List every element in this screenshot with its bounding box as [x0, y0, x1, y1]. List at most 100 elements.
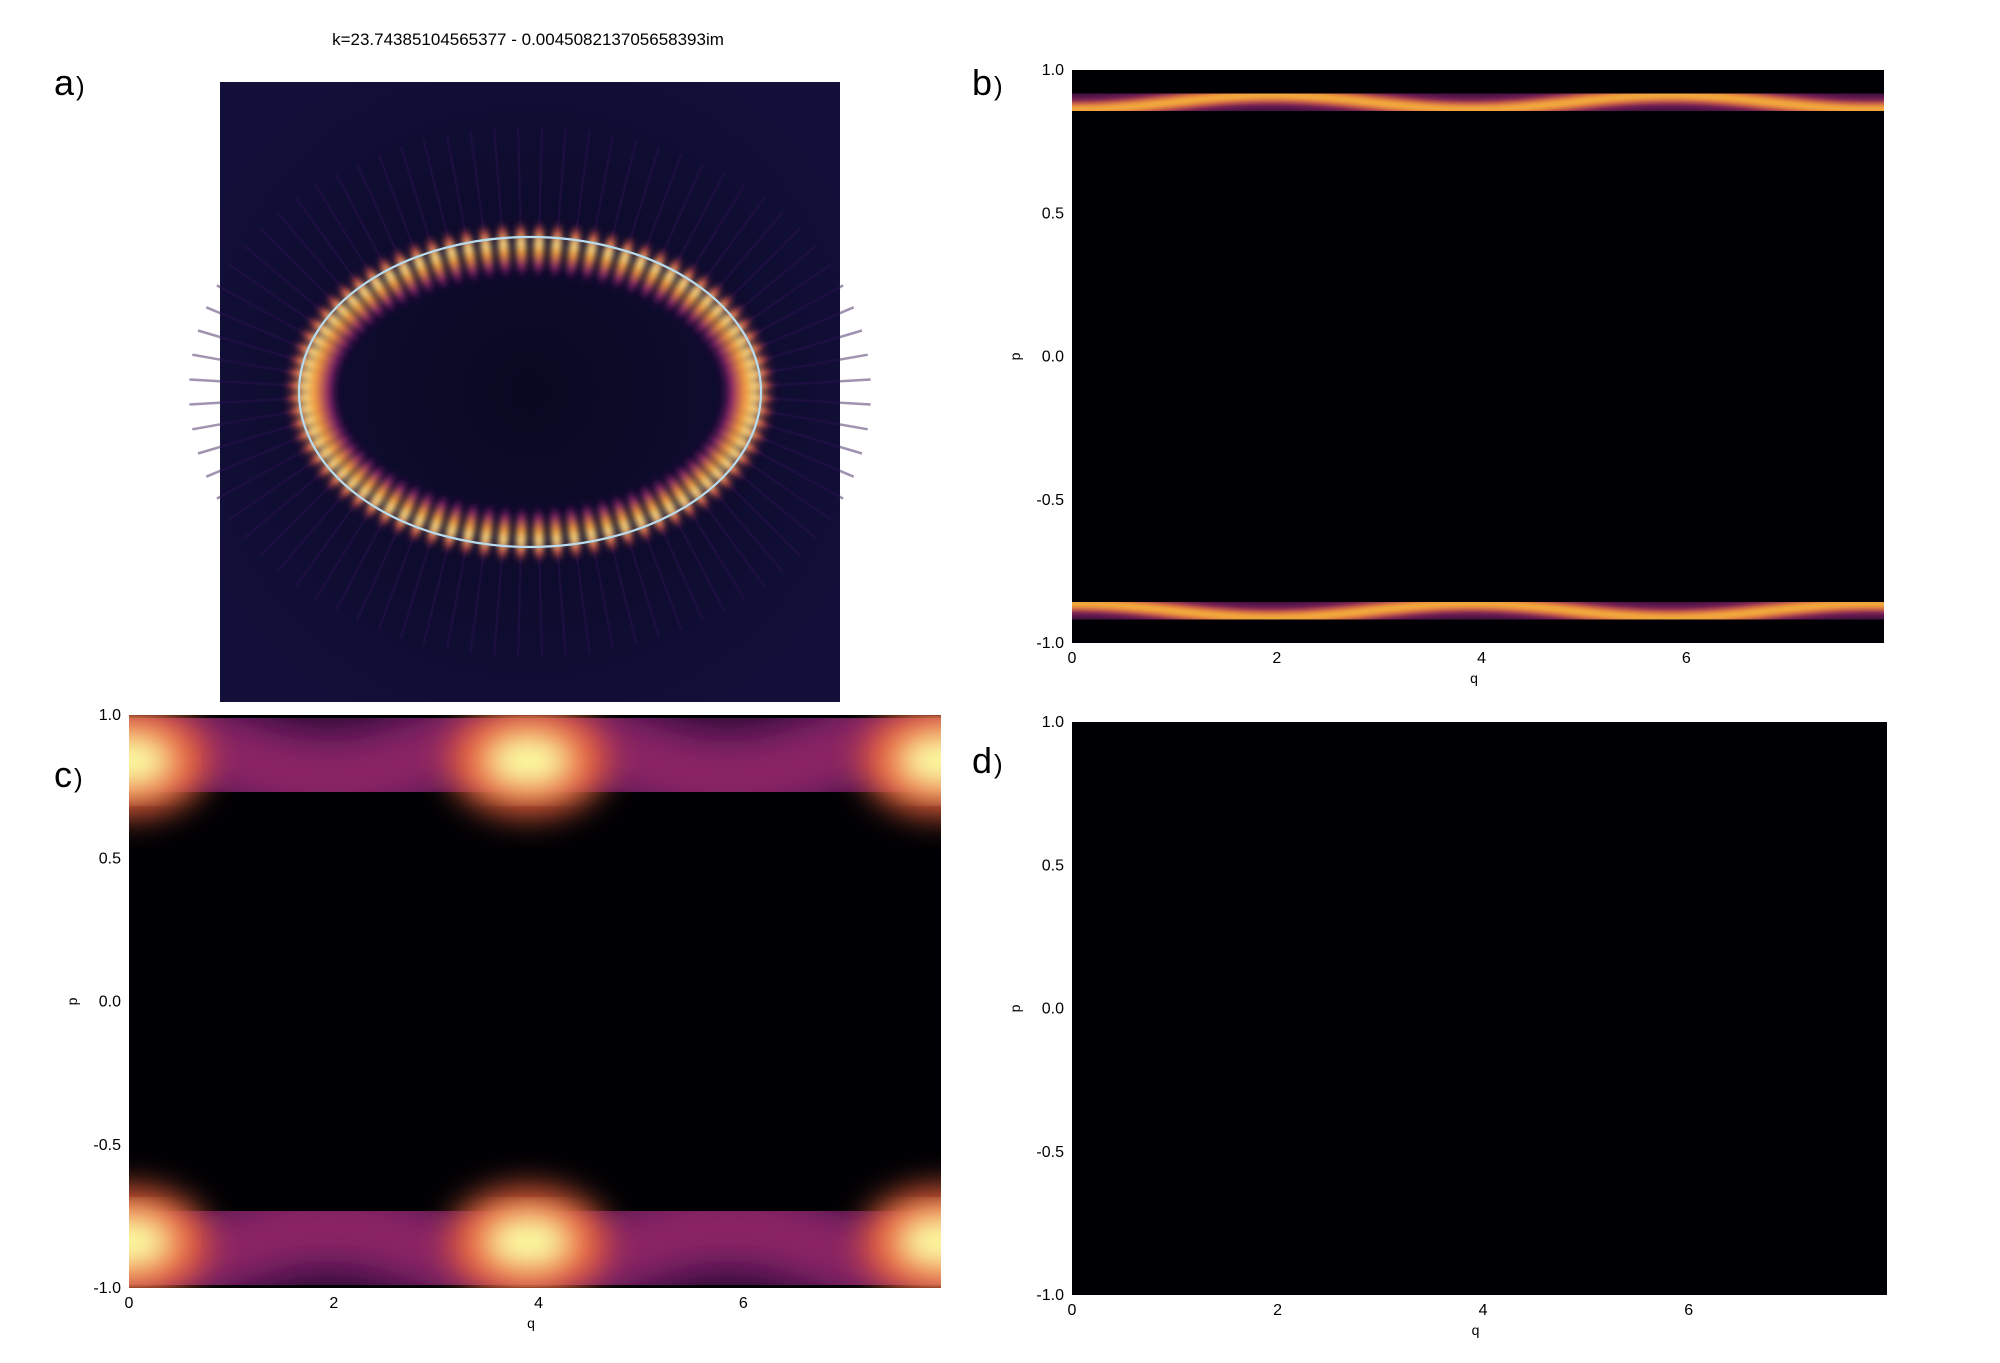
- panel-a-ray: [399, 145, 435, 252]
- panel-a-lobe: [683, 282, 724, 329]
- panel-a-lobe: [480, 502, 494, 562]
- panel-a-ray: [756, 421, 863, 455]
- y-tick-label: 0.5: [99, 850, 121, 867]
- panel-a-ray: [422, 139, 452, 247]
- panel-a-lobe: [324, 448, 369, 492]
- panel-a-ray: [294, 496, 362, 587]
- y-tick-label: -1.0: [93, 1280, 121, 1297]
- panel-a-lobe: [461, 225, 478, 285]
- panel-a-lobe: [582, 225, 599, 285]
- panel-a-lobe: [640, 482, 667, 538]
- panel-a-ray: [355, 162, 403, 264]
- panel-a-lobe: [582, 499, 599, 559]
- panel-a-lobe: [305, 432, 356, 468]
- panel-a-ray: [492, 545, 505, 656]
- panel-a-ray: [573, 543, 591, 654]
- panel-a-lobe: [515, 219, 527, 280]
- plot-background: [1072, 70, 1884, 643]
- panel-a-ray: [377, 526, 419, 631]
- panel-a-lobe: [515, 504, 527, 565]
- panel-c-heatmap: 0 2 4 6 1.0 0.5 0.0 -0.5 -1.0 q p: [64, 707, 941, 1331]
- y-tick-label: -1.0: [1036, 635, 1064, 652]
- panel-a-lobe: [664, 262, 697, 315]
- phase-blob-core: [896, 732, 941, 789]
- x-tick-label: 4: [1477, 650, 1486, 667]
- panel-a-ray: [537, 546, 544, 657]
- panel-b-plot: 0 2 4 6 1.0 0.5 0.0 -0.5 -1.0 q p: [1000, 60, 1900, 700]
- x-tick-label: 6: [1684, 1302, 1693, 1319]
- panel-a-lobe: [533, 219, 545, 280]
- y-tick-label: -1.0: [1036, 1287, 1064, 1304]
- x-tick-label: 6: [1682, 650, 1691, 667]
- figure-title: k=23.74385104565377 - 0.0045082137056583…: [332, 30, 724, 49]
- panel-a-ray: [760, 396, 871, 406]
- panel-a-lobe: [286, 408, 344, 429]
- panel-a-ray: [751, 306, 855, 352]
- panel-a-lobe: [349, 463, 386, 512]
- x-tick-label: 2: [329, 1295, 338, 1312]
- y-tick-label: 0.0: [1042, 1001, 1064, 1018]
- panel-a-ray: [197, 329, 304, 363]
- panel-a-lobe: [281, 391, 342, 403]
- panel-a-lobe: [713, 342, 769, 368]
- panel-a-ray: [189, 396, 300, 406]
- panel-a-lobe: [598, 229, 616, 288]
- panel-a-lobe: [291, 342, 347, 368]
- panel-a-ray: [625, 145, 661, 252]
- panel-a-ray: [746, 284, 844, 340]
- panel-a-lobe: [704, 432, 755, 468]
- panel-a-ray: [276, 211, 350, 297]
- panel-a-lobe: [363, 469, 396, 522]
- panel-a-lobe: [444, 496, 462, 555]
- panel-a-ray: [189, 378, 300, 388]
- y-tick-label: 0.5: [1042, 857, 1064, 874]
- panel-a-lobe: [652, 476, 683, 530]
- panel-a-lobe: [652, 254, 683, 308]
- panel-a-lobe: [461, 499, 478, 559]
- y-axis-label: p: [1007, 1004, 1023, 1012]
- panel-a-ray: [657, 520, 705, 622]
- panel-a-lobe: [627, 487, 651, 545]
- panel-a-ray: [591, 540, 615, 650]
- panel-a-ray: [192, 353, 301, 376]
- panel-a-lobe: [377, 254, 408, 308]
- panel-a-ray: [625, 532, 661, 639]
- panel-a-lobe: [393, 246, 420, 302]
- panel-a-lobe: [426, 492, 447, 550]
- panel-a-lobe: [550, 220, 562, 280]
- panel-a-ray: [243, 466, 330, 540]
- panel-a-ray: [760, 378, 871, 388]
- panel-a-ray: [759, 353, 868, 376]
- panel-a-lobe: [718, 391, 779, 403]
- panel-a-lobe: [498, 504, 510, 564]
- panel-a-ray: [516, 546, 523, 657]
- panel-a-rays: [189, 127, 871, 657]
- panel-a-lobe: [699, 304, 746, 344]
- panel-a-ray: [591, 134, 615, 244]
- panel-a-lobe: [598, 496, 616, 555]
- panel-a-plot: [189, 82, 871, 702]
- panel-a-ray: [698, 197, 766, 288]
- panel-a-ray: [641, 526, 683, 631]
- panel-a-ray: [721, 227, 801, 307]
- panel-a-ray: [243, 244, 330, 318]
- y-tick-label: 0.0: [99, 994, 121, 1011]
- panel-a-lobe: [336, 455, 377, 502]
- panel-a-lobe: [480, 222, 494, 282]
- panel-a-ray: [573, 130, 591, 241]
- panel-a-lobe: [286, 355, 344, 376]
- y-tick-label: -0.5: [1036, 1144, 1064, 1161]
- panel-a-ray: [192, 408, 301, 431]
- panel-a-ray: [739, 455, 832, 521]
- panel-a-ray: [756, 329, 863, 363]
- panel-a-background: [220, 82, 840, 702]
- panel-a-ray: [698, 496, 766, 587]
- panel-a-lobe: [314, 440, 361, 480]
- panel-a-lobe: [691, 292, 736, 336]
- panel-a-ray: [334, 172, 389, 271]
- panel-a-ray: [445, 134, 469, 244]
- panel-a-lobes: [281, 219, 779, 565]
- panel-a-ray: [294, 197, 362, 288]
- panel-a-ray: [730, 244, 817, 318]
- panel-a-ray: [216, 284, 314, 340]
